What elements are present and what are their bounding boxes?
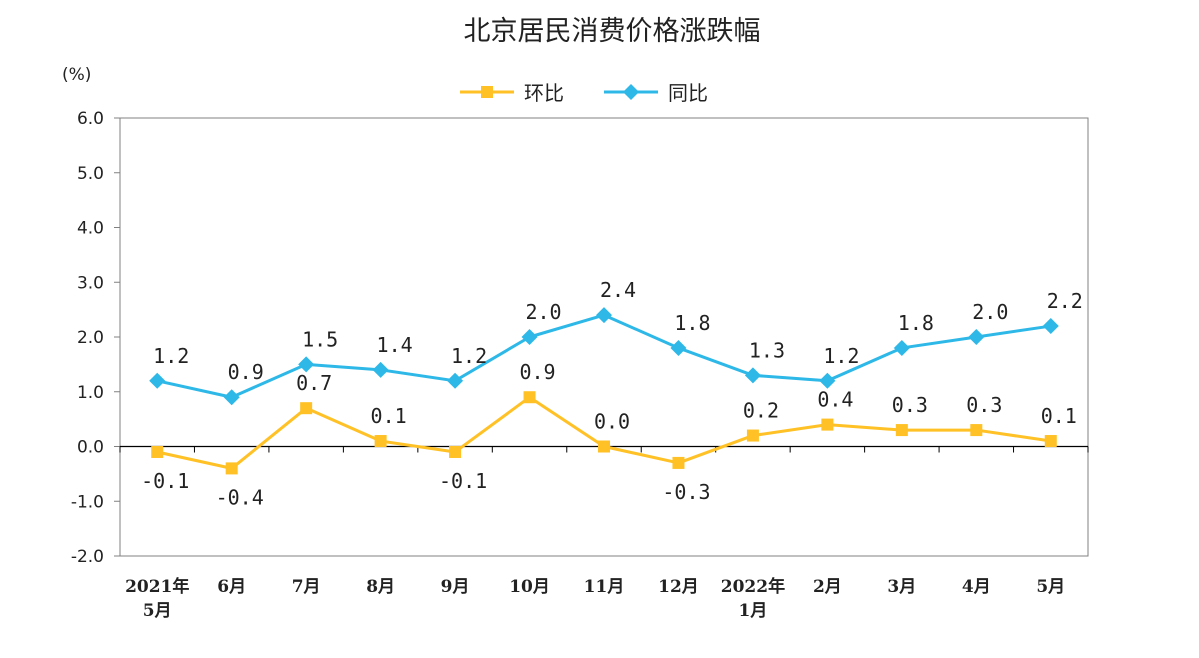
data-label: 0.3 — [966, 393, 1002, 417]
data-label: 1.4 — [377, 333, 413, 357]
x-tick-label: 7月 — [292, 577, 321, 597]
x-tick-label: 4月 — [962, 577, 991, 597]
data-label: -0.1 — [439, 469, 487, 493]
x-tick-label: 6月 — [217, 577, 246, 597]
data-label: -0.4 — [216, 485, 264, 509]
data-label: 0.0 — [594, 410, 630, 434]
y-tick-label: 2.0 — [77, 328, 104, 348]
y-tick-label: 5.0 — [77, 164, 104, 184]
x-tick-label: 2021年 5月 — [125, 576, 189, 621]
data-point — [670, 339, 687, 356]
y-tick-label: 0.0 — [77, 438, 104, 458]
x-tick-label: 11月 — [584, 577, 625, 597]
chart-title: 北京居民消费价格涨跌幅 — [464, 16, 761, 47]
data-label: 0.1 — [371, 404, 407, 428]
data-label: 1.2 — [823, 344, 859, 368]
data-point — [968, 329, 985, 345]
legend-marker-mom — [481, 86, 493, 98]
y-tick-label: -1.0 — [71, 492, 104, 512]
y-axis: 6.0 5.0 4.0 3.0 2.0 1.0 0.0 -1.0 -2.0 — [71, 109, 120, 567]
data-label: 1.8 — [674, 311, 710, 335]
series-0: -0.1 -0.4 0.7 0.1 -0.1 0.9 0.0 -0.3 0.2 0.4 0.3 0.3… — [141, 360, 1077, 509]
y-unit-label: (%) — [62, 65, 91, 85]
data-point — [449, 445, 462, 458]
legend-label-mom: 环比 — [524, 81, 564, 105]
x-tick-label: 2022年 1月 — [721, 576, 785, 621]
data-label: -0.1 — [141, 469, 189, 493]
legend-item-mom: 环比 — [460, 81, 564, 105]
y-tick-label: 1.0 — [77, 383, 104, 403]
data-point — [523, 391, 536, 404]
data-point — [596, 307, 612, 324]
plot-area — [119, 117, 1089, 557]
x-tick-label: 9月 — [441, 577, 470, 597]
x-tick-label: 12月 — [658, 577, 699, 597]
data-point — [746, 429, 759, 442]
data-label: 2.4 — [600, 278, 636, 302]
data-point — [298, 356, 315, 373]
data-point — [895, 424, 908, 437]
x-tick-label: 5月 — [1036, 577, 1065, 597]
data-point — [149, 372, 166, 389]
data-point — [672, 456, 685, 469]
data-label: 1.2 — [451, 344, 487, 368]
y-tick-label: -2.0 — [71, 547, 104, 567]
data-label: 0.9 — [519, 360, 555, 384]
data-point — [970, 424, 983, 437]
series-layer: -0.1 -0.4 0.7 0.1 -0.1 0.9 0.0 -0.3 0.2 0.4 0.3 0.3… — [141, 278, 1083, 509]
y-tick-label: 6.0 — [77, 109, 104, 129]
series-1: 1.2 0.9 1.5 1.4 1.2 2.0 2.4 1.8 1.3 1.2 1.8 2.0 2.2 — [149, 278, 1083, 406]
x-tick-label: 8月 — [366, 577, 395, 597]
data-point — [819, 372, 836, 389]
data-label: 0.2 — [743, 399, 779, 423]
data-point — [744, 367, 761, 384]
x-axis: 2021年 5月 6月 7月 8月 9月 10月 11月 12月 2022年 1月 2月 3月 4月 5月 — [119, 445, 1089, 621]
data-point — [372, 361, 389, 378]
data-label: 2.2 — [1047, 289, 1083, 313]
data-point — [521, 329, 538, 345]
legend-label-yoy: 同比 — [668, 81, 708, 105]
legend-marker-yoy — [623, 84, 639, 100]
data-label: 1.8 — [898, 311, 934, 335]
data-point — [893, 339, 910, 356]
legend: 环比 同比 — [460, 81, 708, 105]
data-point — [225, 462, 238, 475]
data-label: 1.2 — [153, 344, 189, 368]
data-point — [598, 440, 610, 453]
data-label: 0.9 — [228, 360, 264, 384]
data-point — [447, 372, 464, 389]
data-label: 0.4 — [817, 388, 853, 412]
data-point — [1044, 435, 1057, 448]
x-tick-label: 10月 — [509, 577, 550, 597]
data-label: 0.7 — [296, 371, 332, 395]
data-point — [821, 418, 834, 431]
data-label: 2.0 — [972, 300, 1008, 324]
y-tick-label: 3.0 — [77, 273, 104, 293]
data-label: 1.5 — [302, 327, 338, 351]
data-label: -0.3 — [662, 480, 710, 504]
data-point — [300, 402, 313, 415]
data-point — [223, 389, 240, 406]
data-label: 1.3 — [749, 338, 785, 362]
data-label: 0.3 — [892, 393, 928, 417]
legend-item-yoy: 同比 — [604, 81, 708, 105]
x-tick-label: 2月 — [813, 577, 842, 597]
data-point — [151, 445, 164, 458]
x-tick-label: 3月 — [887, 577, 916, 597]
data-point — [1042, 318, 1059, 335]
y-tick-label: 4.0 — [77, 219, 104, 239]
data-point — [374, 435, 387, 448]
data-label: 2.0 — [525, 300, 561, 324]
data-label: 0.1 — [1041, 404, 1077, 428]
